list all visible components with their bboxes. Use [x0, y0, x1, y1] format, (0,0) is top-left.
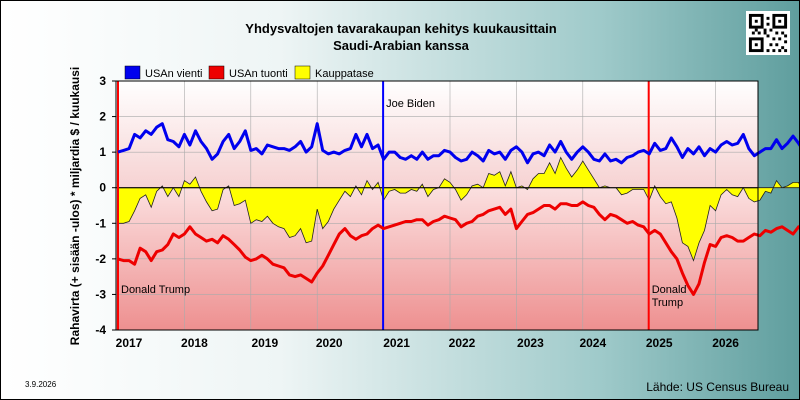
qr-module: [784, 49, 788, 53]
y-tick-label: 1: [99, 145, 106, 159]
y-tick-label: -1: [95, 216, 106, 230]
x-axis-ticks: 2017 2018 2019 2020 2021 2022 2023 2024 2025 2026: [116, 336, 740, 350]
legend-swatch-exports: [124, 65, 141, 80]
y-tick-label: -3: [95, 287, 106, 301]
qr-module: [766, 49, 770, 53]
y-axis-label: Rahavirta (+ sisään -ulos) * miljardia $…: [68, 67, 82, 345]
qr-finder-core: [778, 19, 782, 23]
x-tick-label: 2022: [449, 336, 476, 350]
qr-module: [763, 31, 767, 35]
legend: USAn vienti USAn tuonti Kauppatase: [124, 65, 374, 80]
qr-module: [775, 43, 779, 47]
qr-module: [763, 28, 767, 32]
qr-finder-core: [754, 19, 758, 23]
qr-module: [775, 31, 779, 35]
chart-subtitle: Saudi-Arabian kanssa: [333, 38, 470, 53]
x-tick-label: 2024: [579, 336, 606, 350]
series-line-exports: [117, 122, 799, 165]
y-tick-label: 2: [99, 110, 106, 124]
date-label: 3.9.2026: [25, 380, 57, 389]
annotation-label: Donald: [652, 284, 687, 296]
y-axis-ticks: 3 2 1 0 -1 -2 -3 -4: [95, 74, 116, 337]
qr-module: [766, 22, 770, 26]
legend-swatch-balance: [294, 65, 311, 80]
legend-label-imports: USAn tuonti: [229, 68, 288, 80]
qr-module: [781, 31, 785, 35]
x-tick-label: 2017: [116, 336, 143, 350]
y-tick-label: -4: [95, 323, 106, 337]
source-label: Lähde: US Census Bureau: [646, 380, 789, 394]
x-tick-label: 2025: [646, 336, 673, 350]
qr-module: [757, 31, 761, 35]
chart-title: Yhdysvaltojen tavarakaupan kehitys kuuka…: [245, 21, 556, 36]
annotation-label: Donald Trump: [121, 284, 190, 296]
qr-module: [766, 34, 770, 38]
plot-bg-positive: [116, 81, 758, 188]
plot-border: [115, 80, 759, 331]
qr-code-icon: [746, 11, 790, 55]
x-tick-label: 2020: [316, 336, 343, 350]
y-tick-label: 0: [99, 181, 106, 195]
legend-label-exports: USAn vienti: [145, 68, 202, 80]
qr-module: [772, 49, 776, 53]
x-tick-label: 2023: [517, 336, 544, 350]
qr-module: [769, 28, 773, 32]
qr-module: [778, 37, 782, 41]
x-tick-label: 2018: [181, 336, 208, 350]
qr-module: [781, 46, 785, 50]
y-tick-label: 3: [99, 74, 106, 88]
qr-module: [754, 28, 758, 32]
x-tick-label: 2019: [251, 336, 278, 350]
series-line-imports: [117, 200, 799, 296]
annotation-label: Joe Biden: [386, 98, 435, 110]
annotation-label: Trump: [652, 297, 683, 309]
series-area-balance: [117, 156, 799, 262]
qr-module: [784, 34, 788, 38]
legend-swatch-imports: [208, 65, 225, 80]
president-lines: [117, 81, 650, 330]
y-tick-label: -2: [95, 252, 106, 266]
qr-module: [766, 16, 770, 20]
qr-module: [751, 31, 755, 35]
x-tick-label: 2021: [383, 336, 410, 350]
qr-module: [784, 40, 788, 44]
x-tick-label: 2026: [712, 336, 739, 350]
qr-module: [772, 37, 776, 41]
qr-module: [778, 49, 782, 53]
qr-module: [769, 43, 773, 47]
legend-label-balance: Kauppatase: [315, 68, 374, 80]
qr-finder-core: [754, 43, 758, 47]
